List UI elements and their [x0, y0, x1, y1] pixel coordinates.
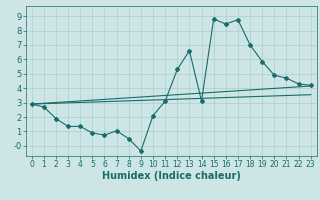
X-axis label: Humidex (Indice chaleur): Humidex (Indice chaleur)	[102, 171, 241, 181]
